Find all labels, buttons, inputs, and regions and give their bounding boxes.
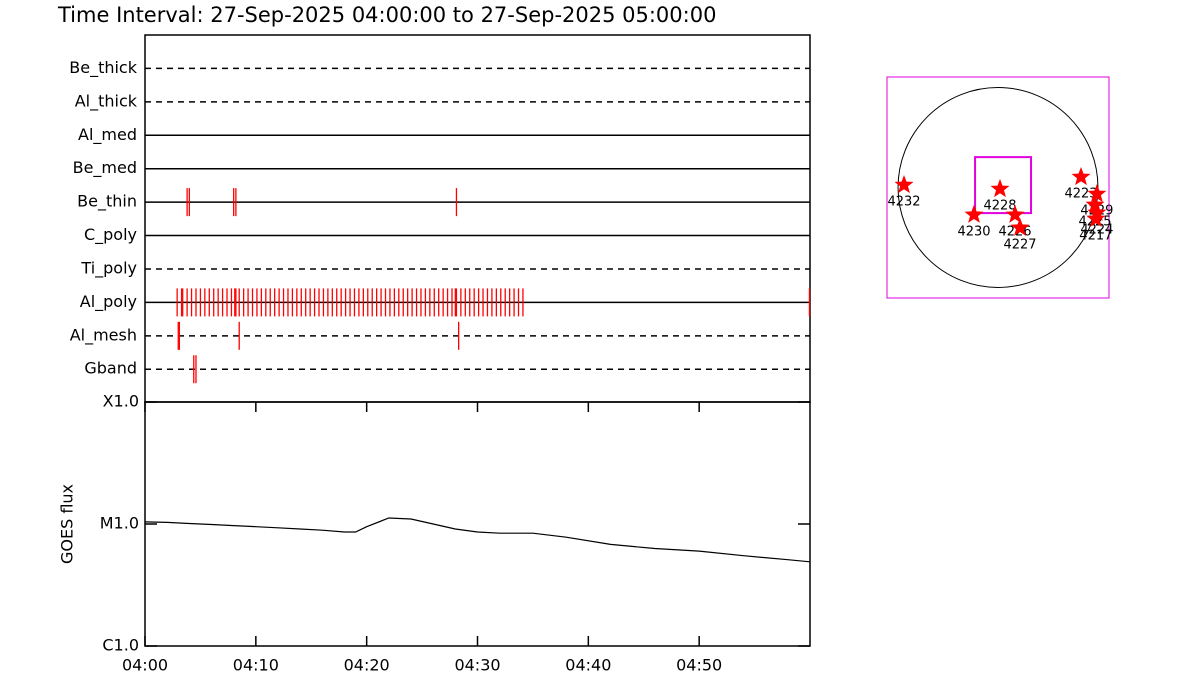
panel-frame xyxy=(144,401,811,647)
region-star xyxy=(1071,167,1091,186)
region-star xyxy=(1010,217,1030,236)
y-axis-label: GOES flux xyxy=(58,484,77,564)
region-star xyxy=(894,175,914,194)
region-star xyxy=(964,204,984,223)
panel-frame xyxy=(144,34,811,403)
x-tick-label: 04:00 xyxy=(122,656,168,675)
region-label: 4223 xyxy=(1064,187,1097,202)
region-label: 4217 xyxy=(1079,228,1112,243)
row-label: Ti_poly xyxy=(80,258,137,278)
y-tick-label: M1.0 xyxy=(100,514,139,533)
x-tick-label: 04:50 xyxy=(676,656,722,675)
region-star xyxy=(1085,194,1105,213)
row-label: Al_poly xyxy=(80,292,137,312)
x-tick-label: 04:30 xyxy=(454,656,500,675)
x-tick-label: 04:10 xyxy=(233,656,279,675)
field-of-view xyxy=(974,156,1033,215)
region-star xyxy=(1086,208,1106,227)
row-label: Be_thin xyxy=(77,192,137,212)
region-label: 4227 xyxy=(1003,237,1036,252)
row-label: Al_thick xyxy=(75,91,138,111)
x-tick-label: 04:20 xyxy=(344,656,390,675)
row-label: Gband xyxy=(84,359,137,378)
goes-flux-line xyxy=(144,517,811,563)
region-label: 4224 xyxy=(1080,222,1113,237)
region-label: 4232 xyxy=(887,194,920,209)
region-star xyxy=(1005,204,1025,223)
region-label: 4228 xyxy=(983,198,1016,213)
row-label: Al_med xyxy=(78,125,137,145)
row-label: Be_med xyxy=(73,158,137,178)
row-label: C_poly xyxy=(84,225,137,245)
region-label: 4230 xyxy=(957,224,990,239)
title: Time Interval: 27-Sep-2025 04:00:00 to 2… xyxy=(57,3,716,27)
x-tick-label: 04:40 xyxy=(565,656,611,675)
y-tick-label: C1.0 xyxy=(102,636,139,655)
row-label: Be_thick xyxy=(69,58,137,78)
region-star xyxy=(1087,184,1107,203)
map-frame xyxy=(886,76,1110,299)
y-tick-label: X1.0 xyxy=(103,392,139,411)
row-label: Al_mesh xyxy=(70,325,137,345)
region-star xyxy=(990,179,1010,198)
